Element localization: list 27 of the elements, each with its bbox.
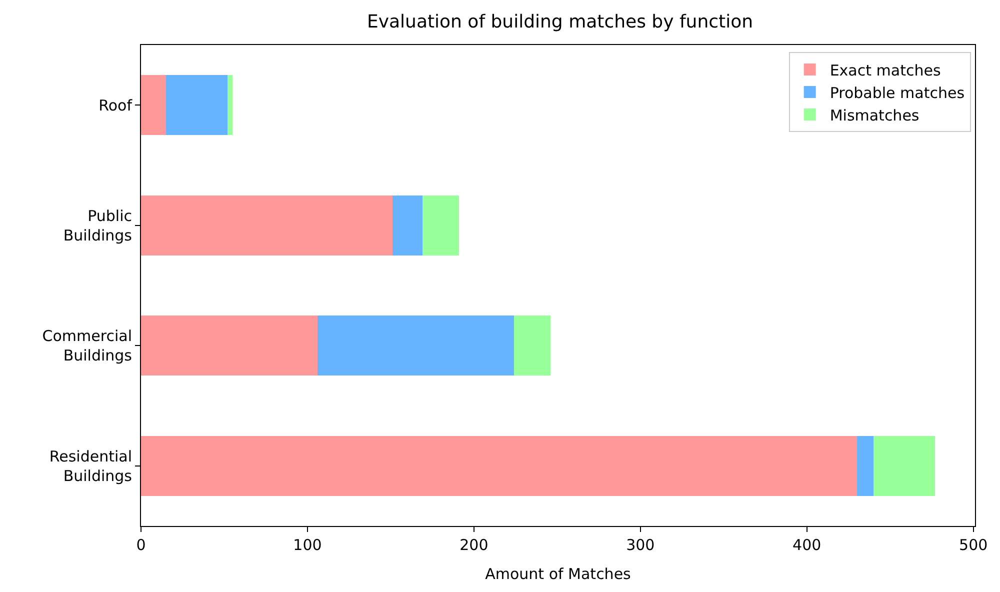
x-tick-label: 200 bbox=[460, 536, 488, 554]
x-tick-label: 0 bbox=[136, 536, 146, 554]
y-tick-label: Public Buildings bbox=[63, 206, 132, 244]
x-axis-title: Amount of Matches bbox=[485, 565, 632, 583]
bar bbox=[228, 75, 233, 136]
bar bbox=[141, 195, 392, 256]
chart-title: Evaluation of building matches by function bbox=[366, 11, 754, 32]
bar bbox=[856, 436, 874, 496]
x-tick-label: 100 bbox=[293, 536, 322, 554]
legend-label: Probable matches bbox=[830, 84, 965, 102]
bar bbox=[422, 195, 459, 256]
bar bbox=[166, 75, 228, 136]
bar bbox=[873, 436, 936, 496]
bar bbox=[392, 195, 422, 256]
legend-label: Exact matches bbox=[830, 61, 941, 80]
bar bbox=[514, 316, 551, 376]
bar bbox=[317, 316, 514, 376]
y-tick-label: Commercial Buildings bbox=[42, 327, 132, 365]
x-tick-label: 400 bbox=[792, 536, 822, 554]
y-tick-label: Residential Buildings bbox=[49, 447, 132, 485]
bar bbox=[141, 436, 857, 496]
x-tick-label: 300 bbox=[626, 536, 655, 554]
x-tick-label: 500 bbox=[959, 536, 988, 554]
bar bbox=[141, 316, 318, 376]
y-tick-label: Roof bbox=[98, 96, 133, 114]
legend-label: Mismatches bbox=[830, 106, 920, 124]
bar bbox=[141, 75, 166, 136]
